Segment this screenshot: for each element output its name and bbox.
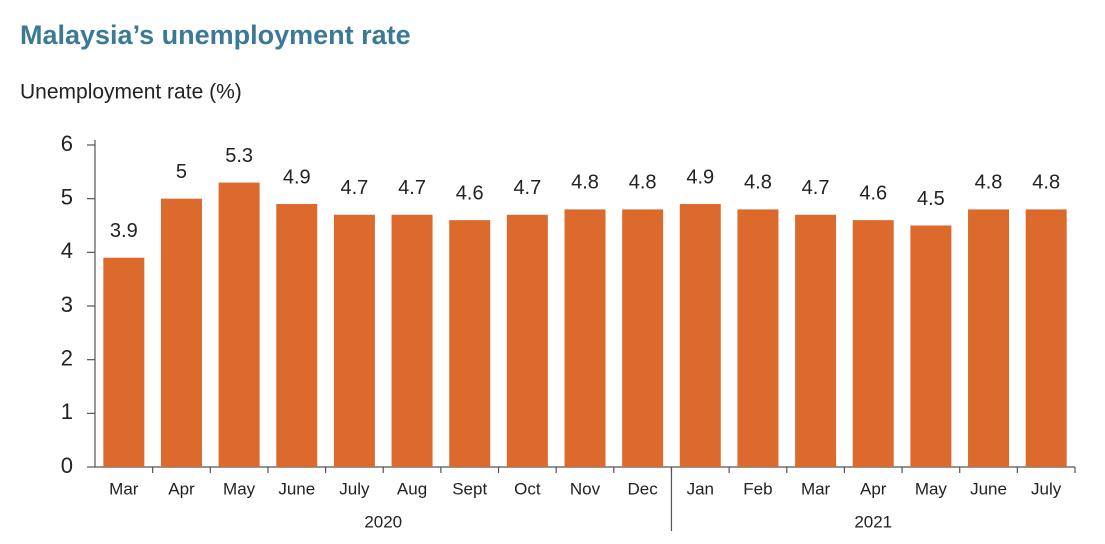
- bar: [276, 204, 318, 468]
- x-tick-label: June: [278, 479, 315, 498]
- y-tick-label: 4: [61, 238, 73, 263]
- y-tick-label: 1: [61, 399, 73, 424]
- y-tick-label: 6: [61, 131, 73, 156]
- value-label: 4.9: [686, 166, 714, 188]
- bar: [391, 214, 433, 467]
- value-label: 4.7: [398, 177, 426, 199]
- value-label: 4.9: [283, 166, 311, 188]
- x-tick-label: May: [915, 479, 948, 498]
- bar: [506, 214, 548, 467]
- x-tick-label: Sept: [452, 479, 487, 498]
- x-tick-label: Apr: [168, 479, 195, 498]
- x-tick-label: Oct: [514, 479, 541, 498]
- group-label: 2021: [854, 512, 892, 531]
- value-label: 5: [176, 161, 187, 183]
- x-tick-label: Mar: [109, 479, 139, 498]
- x-tick-label: July: [339, 479, 370, 498]
- value-label: 4.8: [744, 172, 772, 194]
- value-label: 4.6: [456, 182, 484, 204]
- value-label: 5.3: [225, 145, 253, 167]
- y-tick-label: 2: [61, 345, 73, 370]
- bar: [795, 214, 837, 467]
- bar: [564, 209, 606, 467]
- value-label: 4.7: [513, 177, 541, 199]
- x-tick-label: Dec: [628, 479, 659, 498]
- x-tick-label: Aug: [397, 479, 427, 498]
- value-label: 4.8: [975, 172, 1003, 194]
- x-tick-label: Feb: [743, 479, 772, 498]
- value-label: 4.5: [917, 188, 945, 210]
- bar: [1025, 209, 1067, 467]
- value-label: 3.9: [110, 220, 138, 242]
- y-tick-label: 0: [61, 453, 73, 478]
- bar: [852, 220, 894, 467]
- x-tick-label: Nov: [570, 479, 601, 498]
- bar: [103, 257, 145, 467]
- bar: [218, 182, 260, 468]
- x-tick-label: July: [1031, 479, 1062, 498]
- value-label: 4.7: [802, 177, 830, 199]
- bar: [160, 198, 202, 467]
- bar: [622, 209, 664, 467]
- bar: [910, 225, 952, 467]
- x-tick-label: Jan: [687, 479, 714, 498]
- bar: [333, 214, 375, 467]
- value-label: 4.8: [1032, 172, 1060, 194]
- x-tick-label: June: [970, 479, 1007, 498]
- value-label: 4.7: [341, 177, 369, 199]
- group-label: 2020: [364, 512, 402, 531]
- x-tick-label: Mar: [801, 479, 831, 498]
- bar: [737, 209, 779, 467]
- chart-title: Malaysia’s unemployment rate: [20, 20, 411, 50]
- value-label: 4.6: [859, 182, 887, 204]
- bar: [968, 209, 1010, 467]
- bar: [449, 220, 491, 467]
- value-label: 4.8: [571, 172, 599, 194]
- y-tick-label: 5: [61, 184, 73, 209]
- bar: [679, 204, 721, 468]
- chart-subtitle: Unemployment rate (%): [20, 81, 242, 104]
- x-tick-label: Apr: [860, 479, 887, 498]
- value-label: 4.8: [629, 172, 657, 194]
- x-tick-label: May: [223, 479, 256, 498]
- y-tick-label: 3: [61, 292, 73, 317]
